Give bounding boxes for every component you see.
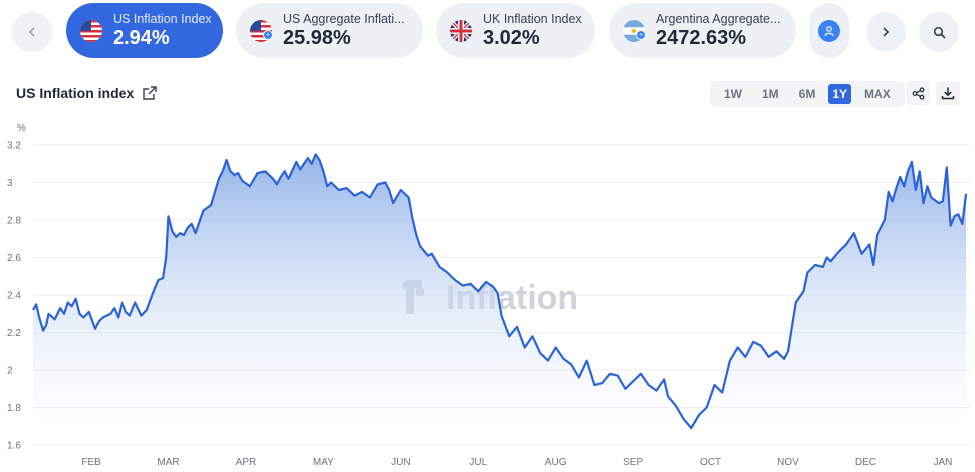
external-link-icon[interactable] [142,85,158,101]
series-area [33,154,967,445]
index-cards-bar: US Inflation Index 2.94% + US Aggregate … [0,0,975,64]
index-card-us-aggregate[interactable]: + US Aggregate Inflati... 25.98% [236,3,423,58]
range-button-max[interactable]: MAX [864,87,891,101]
chevron-right-icon[interactable] [866,12,906,52]
card-value: 3.02% [483,26,540,49]
aggregate-badge-icon: + [263,30,273,40]
index-card-argentina-aggregate[interactable]: + Argentina Aggregate... 2472.63% [609,3,796,58]
x-tick-label: FEB [81,457,101,468]
range-button-1m[interactable]: 1M [762,87,779,101]
index-card-uk-inflation[interactable]: UK Inflation Index 3.02% [436,3,595,58]
range-button-1w[interactable]: 1W [724,87,742,101]
y-tick-label: 3 [7,178,13,189]
card-label: Argentina Aggregate... [656,11,781,26]
y-tick-label: 2 [7,366,13,377]
x-axis: FEB MAR APR MAY JUN JUL AUG SEP OCT NOV DEC JAN [81,457,952,468]
share-icon[interactable] [906,81,930,105]
card-label: UK Inflation Index [483,11,582,26]
us-flag-icon [80,19,102,42]
chart-title-text: US Inflation index [16,85,135,101]
card-value: 2472.63% [656,26,747,49]
y-axis: 3.2 3 2.8 2.6 2.4 2.2 2 1.8 1.6 [7,141,21,452]
range-button-1y[interactable]: 1Y [828,84,852,104]
y-tick-label: 1.6 [7,441,21,452]
y-tick-label: 2.2 [7,328,21,339]
chevron-left-icon[interactable] [12,12,52,52]
y-tick-label: 3.2 [7,141,21,152]
x-tick-label: SEP [623,457,643,468]
profile-card[interactable] [809,3,849,58]
x-tick-label: MAR [157,457,179,468]
y-tick-label: 2.6 [7,253,21,264]
x-tick-label: JAN [933,457,952,468]
x-tick-label: APR [236,457,257,468]
series-line [32,153,968,430]
index-card-us-inflation[interactable]: US Inflation Index 2.94% [66,3,223,58]
y-tick-label: 2.4 [7,291,21,302]
card-label: US Inflation Index [113,11,212,26]
time-range-selector: 1W 1M 6M 1Y MAX [710,81,905,107]
range-button-6m[interactable]: 6M [798,87,816,101]
search-icon[interactable] [919,12,959,52]
inflation-chart[interactable]: 3.232.82.62.42.221.81.6 % Inflation FEB M… [0,115,975,472]
y-tick-label: 2.8 [7,216,21,227]
y-axis-unit-label: % [17,123,26,134]
x-tick-label: AUG [545,457,567,468]
x-tick-label: DEC [855,457,876,468]
chart-title: US Inflation index [16,85,158,101]
x-tick-label: JUL [469,457,487,468]
card-value: 25.98% [283,26,351,49]
card-label: US Aggregate Inflati... [283,11,405,26]
card-value: 2.94% [113,26,170,49]
uk-flag-icon [450,19,472,42]
x-tick-label: MAY [313,457,334,468]
x-tick-label: OCT [700,457,721,468]
user-icon [818,19,840,42]
y-tick-label: 1.8 [7,403,21,414]
x-tick-label: NOV [777,457,799,468]
aggregate-badge-icon: + [636,30,646,40]
download-icon[interactable] [936,81,960,105]
x-tick-label: JUN [391,457,410,468]
